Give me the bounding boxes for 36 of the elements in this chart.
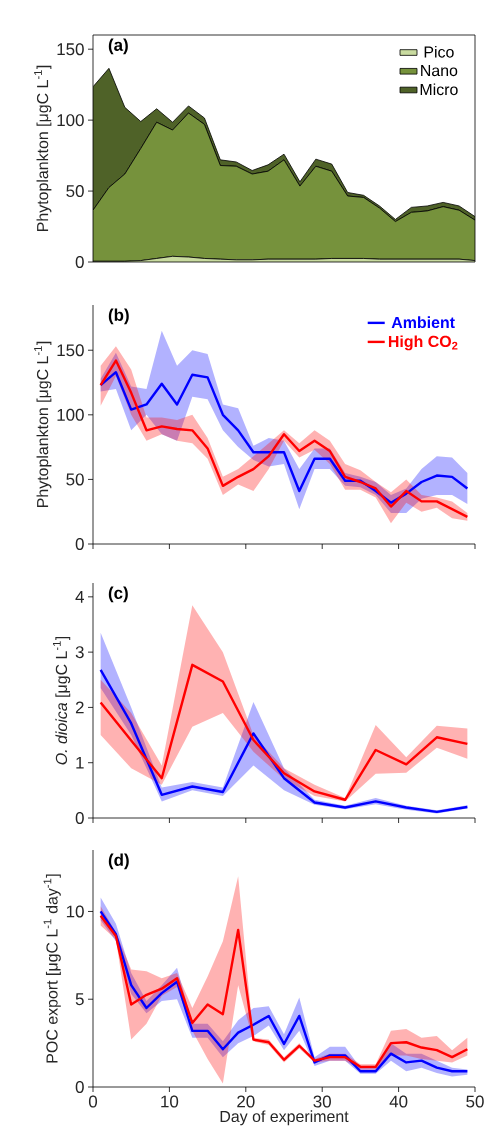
chart-title: (a) <box>108 38 128 55</box>
y-tick-label: 150 <box>57 43 84 56</box>
y-tick-label: 150 <box>57 344 84 357</box>
x-axis-title: Day of experiment <box>220 1110 349 1126</box>
chart-title: (b) <box>108 308 129 325</box>
y-tick-label: 50 <box>66 473 84 486</box>
y-tick-label: 0 <box>75 538 84 551</box>
y-tick-label: 100 <box>57 408 84 421</box>
x-tick-label: 0 <box>88 1095 98 1108</box>
legend-label: Nano <box>421 65 458 77</box>
x-tick-label: 50 <box>466 1095 484 1108</box>
y-axis-title: Phytoplankton [μgC L$^{-1}$] <box>34 341 52 507</box>
legend-label: Ambient <box>391 316 455 329</box>
y-tick-label: 3 <box>75 646 84 659</box>
y-tick-label: 0 <box>75 1081 84 1094</box>
chart-title: (d) <box>108 853 129 870</box>
legend-label: Pico <box>424 46 454 58</box>
y-axis-title: Phytoplankton [μgC L$^{-1}$] <box>34 65 52 231</box>
y-tick-label: 0 <box>75 812 84 825</box>
x-tick-label: 40 <box>389 1095 408 1108</box>
y-tick-label: 100 <box>57 114 84 127</box>
x-tick-label: 20 <box>237 1095 255 1108</box>
x-tick-label: 30 <box>313 1095 331 1108</box>
chart-title: (c) <box>108 586 128 603</box>
y-tick-label: 50 <box>66 185 84 198</box>
y-tick-label: 10 <box>66 905 84 918</box>
x-tick-label: 10 <box>161 1095 179 1108</box>
legend-label: Micro <box>420 83 458 96</box>
y-tick-label: 0 <box>75 256 84 268</box>
y-tick-label: 5 <box>75 993 84 1006</box>
y-axis-title: POC export [μgC L$^{-1}$ day$^{-1}$] <box>43 874 61 1063</box>
y-tick-label: 4 <box>75 591 84 603</box>
y-tick-label: 1 <box>76 756 84 769</box>
legend-label: High CO$_{2}$ <box>388 335 458 351</box>
y-tick-label: 2 <box>75 701 84 714</box>
y-axis-title: O. dioica [μgC L$^{-1}$] <box>52 636 71 765</box>
